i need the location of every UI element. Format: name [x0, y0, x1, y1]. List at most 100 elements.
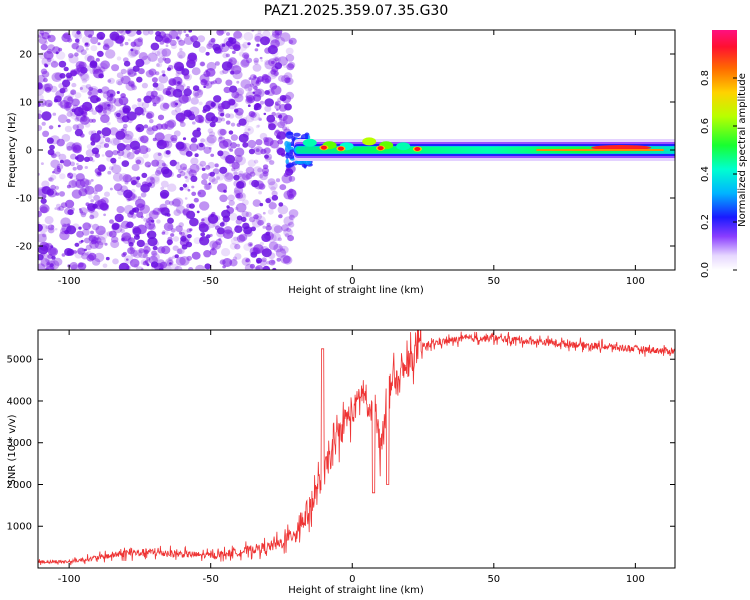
noise-blob	[149, 119, 154, 124]
noise-blob	[159, 207, 165, 213]
noise-blob	[46, 137, 54, 144]
noise-blob	[275, 248, 287, 258]
x-tick-label: 50	[487, 574, 500, 585]
noise-blob	[88, 194, 93, 199]
noise-blob	[90, 230, 94, 235]
noise-blob	[262, 211, 266, 215]
snr-frame	[37, 329, 676, 569]
noise-blob	[155, 87, 160, 91]
noise-blob	[204, 136, 215, 146]
noise-blob	[160, 186, 165, 191]
noise-blob	[77, 247, 86, 255]
noise-blob	[179, 170, 186, 177]
noise-blob	[231, 60, 240, 68]
noise-blob	[47, 258, 55, 266]
noise-blob	[212, 80, 218, 85]
noise-blob	[38, 113, 42, 120]
noise-blob	[239, 173, 249, 182]
noise-blob	[283, 190, 294, 200]
y-tick-label: 5000	[7, 355, 32, 366]
noise-blob	[167, 119, 177, 128]
noise-blob	[245, 95, 249, 98]
noise-blob	[118, 30, 128, 35]
noise-blob	[235, 111, 243, 119]
noise-blob	[191, 67, 201, 76]
noise-blob	[74, 32, 83, 40]
noise-blob	[283, 216, 294, 226]
noise-blob	[258, 118, 262, 121]
noise-blob	[40, 43, 48, 51]
noise-blob	[207, 128, 214, 134]
noise-blob	[242, 117, 247, 121]
noise-blob	[41, 186, 47, 192]
noise-blob	[277, 121, 286, 129]
noise-blob	[228, 212, 238, 221]
noise-blob	[50, 225, 55, 228]
noise-blob	[74, 242, 80, 247]
noise-blob	[167, 67, 171, 71]
snr-panel: -100 -50 0 50 100 1000 2000 3000 4000 5000 Heigh…	[7, 329, 676, 596]
noise-blob	[147, 230, 157, 240]
noise-blob	[79, 133, 85, 138]
noise-blob	[199, 160, 207, 167]
noise-blob	[156, 62, 163, 68]
noise-blob	[194, 114, 204, 123]
noise-blob	[142, 253, 148, 259]
noise-blob	[169, 262, 172, 265]
noise-blob	[57, 207, 61, 211]
noise-blob	[101, 154, 105, 157]
noise-blob	[123, 60, 131, 67]
noise-blob	[201, 173, 209, 180]
noise-blob	[69, 176, 73, 179]
noise-blob	[116, 206, 125, 214]
noise-blob	[119, 43, 124, 47]
noise-blob	[40, 252, 46, 257]
noise-blob	[273, 225, 283, 234]
noise-blob	[44, 99, 53, 108]
ridge-hotspot-core	[337, 146, 344, 151]
noise-blob	[55, 203, 62, 209]
noise-blob	[267, 209, 274, 215]
noise-blob	[268, 58, 277, 67]
noise-blob	[159, 261, 168, 269]
noise-blob	[197, 89, 204, 96]
noise-blob	[97, 230, 108, 240]
noise-blob	[173, 209, 181, 217]
noise-blob	[138, 136, 145, 142]
noise-blob	[255, 148, 260, 153]
noise-blob	[288, 39, 294, 44]
noise-blob	[64, 207, 72, 215]
noise-blob	[211, 123, 215, 127]
noise-blob	[130, 41, 137, 47]
noise-blob	[130, 84, 135, 88]
noise-blob	[148, 30, 154, 35]
noise-blob	[102, 135, 106, 139]
noise-blob	[203, 70, 211, 78]
noise-blob	[282, 248, 285, 251]
noise-blob	[146, 90, 154, 98]
noise-blob	[228, 200, 235, 206]
noise-blob	[70, 89, 77, 95]
noise-blob	[288, 37, 297, 45]
noise-blob	[259, 202, 264, 207]
noise-blob	[252, 91, 256, 95]
noise-blob	[257, 117, 262, 121]
noise-blob	[41, 180, 50, 189]
noise-blob	[76, 123, 85, 131]
noise-blob	[100, 114, 110, 123]
noise-blob	[88, 87, 99, 98]
noise-blob	[66, 225, 77, 235]
noise-blob	[145, 147, 151, 153]
noise-blob	[238, 170, 244, 176]
noise-blob	[59, 230, 70, 241]
noise-blob	[138, 145, 149, 155]
noise-blob	[148, 68, 157, 76]
noise-blob	[178, 231, 183, 235]
noise-blob	[140, 192, 147, 198]
noise-blob	[152, 137, 157, 142]
noise-blob	[84, 179, 92, 186]
noise-blob	[81, 78, 88, 84]
noise-blob	[154, 132, 165, 142]
noise-blob	[243, 226, 253, 235]
noise-blob	[152, 82, 159, 88]
